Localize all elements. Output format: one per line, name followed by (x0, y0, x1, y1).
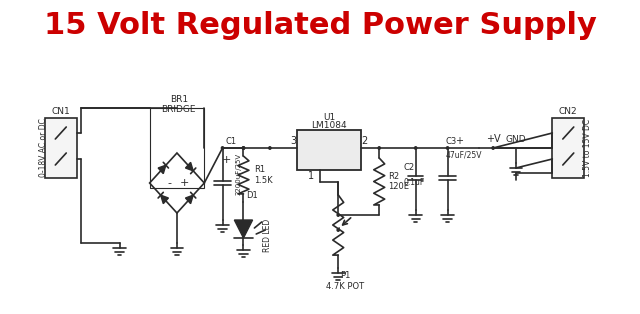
Circle shape (447, 147, 449, 149)
Text: 2: 2 (362, 136, 368, 146)
Text: D1: D1 (246, 191, 258, 199)
Polygon shape (158, 165, 166, 174)
Circle shape (337, 229, 339, 231)
Text: +V: +V (486, 134, 500, 144)
Text: CN1: CN1 (51, 107, 70, 116)
Text: C1: C1 (225, 137, 236, 145)
Polygon shape (186, 162, 193, 171)
Text: +: + (455, 136, 463, 146)
Circle shape (492, 147, 494, 149)
Circle shape (378, 147, 380, 149)
Bar (552, 118, 584, 178)
Text: 0-18V AC or DC: 0-18V AC or DC (38, 119, 47, 177)
Text: GND: GND (506, 134, 526, 143)
Text: BR1: BR1 (170, 95, 188, 105)
Text: +: + (221, 155, 231, 165)
Text: 1.5V to 15V DC: 1.5V to 15V DC (584, 119, 593, 177)
Bar (297, 130, 361, 170)
Text: +: + (180, 178, 189, 188)
Circle shape (415, 147, 417, 149)
Text: 15 Volt Regulated Power Supply: 15 Volt Regulated Power Supply (44, 12, 596, 41)
Polygon shape (161, 195, 168, 204)
Bar (45, 118, 77, 178)
Circle shape (243, 147, 244, 149)
Circle shape (269, 147, 271, 149)
Text: 3: 3 (291, 136, 296, 146)
Polygon shape (234, 220, 253, 238)
Text: R2
120E: R2 120E (388, 172, 410, 191)
Text: 47uF/25V: 47uF/25V (445, 151, 482, 160)
Text: LM1084: LM1084 (311, 121, 347, 129)
Bar (150, 108, 204, 188)
Text: C3: C3 (445, 137, 457, 145)
Text: C2: C2 (404, 164, 415, 172)
Text: U1: U1 (323, 113, 335, 122)
Circle shape (221, 147, 223, 149)
Text: BRIDGE: BRIDGE (161, 105, 196, 113)
Text: R1
1.5K: R1 1.5K (254, 165, 273, 185)
Polygon shape (186, 195, 193, 204)
Text: RED LED: RED LED (262, 218, 271, 252)
Text: CN2: CN2 (559, 107, 577, 116)
Circle shape (337, 214, 339, 216)
Circle shape (243, 147, 244, 149)
Text: 0.1uF: 0.1uF (404, 178, 425, 187)
Text: -: - (168, 178, 172, 188)
Text: 1: 1 (308, 171, 314, 181)
Text: P1
4.7K POT: P1 4.7K POT (326, 271, 365, 291)
Text: 2200uF/25V: 2200uF/25V (236, 153, 241, 195)
